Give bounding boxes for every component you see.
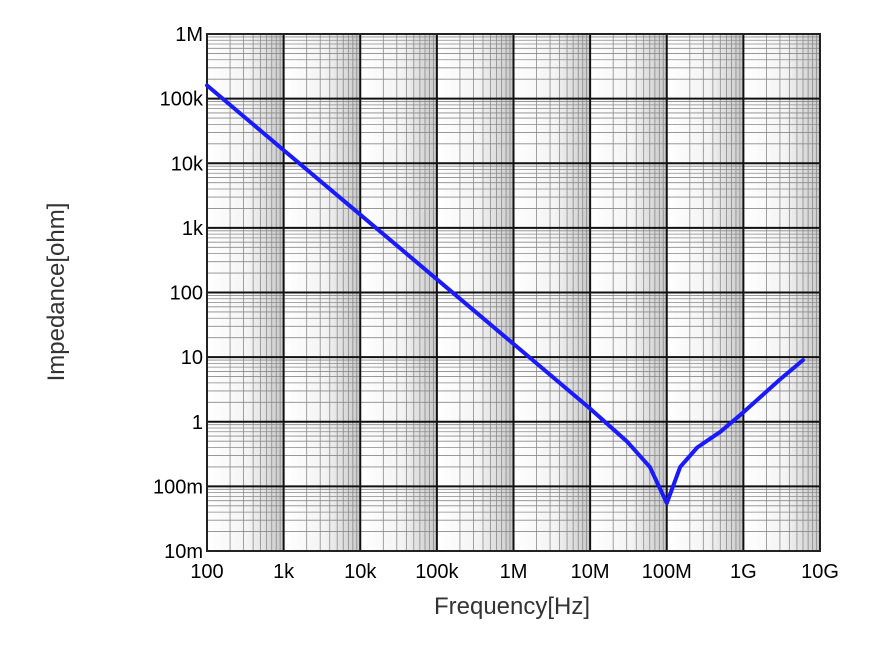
x-tick-label: 10G — [801, 561, 839, 583]
y-tick-labels: 1M 100k 10k 1k 100 10 1 100m 10m — [153, 24, 204, 563]
x-axis-title: Frequency[Hz] — [434, 593, 590, 620]
x-tick-label: 10k — [344, 561, 377, 583]
x-tick-label: 1M — [500, 561, 528, 583]
x-tick-label: 100k — [415, 561, 459, 583]
plot-frame — [206, 33, 821, 552]
x-tick-label: 1G — [730, 561, 757, 583]
y-tick-label: 10 — [181, 347, 203, 369]
y-tick-label: 1 — [192, 412, 203, 434]
x-tick-label: 1k — [273, 561, 295, 583]
impedance-curve — [205, 83, 805, 506]
y-tick-label: 100 — [170, 283, 203, 305]
y-tick-label: 100m — [153, 476, 203, 498]
y-tick-label: 1M — [175, 24, 203, 46]
x-tick-labels: 100 1k 10k 100k 1M 10M 100M 1G 10G — [190, 561, 839, 583]
x-tick-label: 100M — [642, 561, 692, 583]
y-tick-label: 1k — [182, 218, 204, 240]
y-tick-label: 10k — [171, 153, 204, 175]
x-tick-label: 10M — [571, 561, 610, 583]
y-tick-label: 100k — [160, 89, 204, 111]
y-tick-label: 10m — [164, 541, 203, 563]
y-axis-title: Impedance[ohm] — [43, 203, 70, 382]
x-tick-label: 100 — [190, 561, 223, 583]
